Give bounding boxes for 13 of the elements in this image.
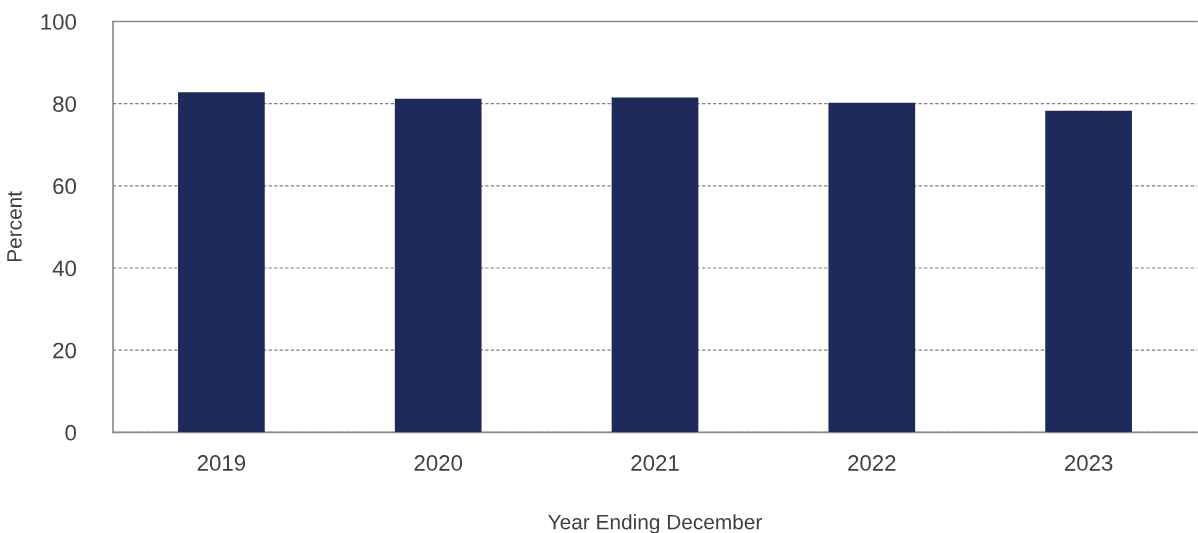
- y-tick-label: 60: [53, 178, 77, 195]
- x-tick-label: 2023: [1065, 455, 1113, 471]
- x-axis-title: Year Ending December: [548, 514, 762, 533]
- x-tick-label: 2022: [848, 455, 896, 471]
- x-tick-label: 2021: [631, 455, 679, 471]
- y-axis-title: Percent: [7, 191, 22, 262]
- x-tick-label: 2020: [414, 455, 463, 471]
- y-tick-label: 40: [52, 260, 77, 277]
- y-tick-label: 80: [53, 96, 77, 112]
- x-tick-label: 2019: [197, 455, 246, 471]
- y-tick-label: 0: [65, 424, 77, 441]
- y-tick-label: 20: [53, 342, 77, 359]
- y-tick-label: 100: [41, 14, 77, 30]
